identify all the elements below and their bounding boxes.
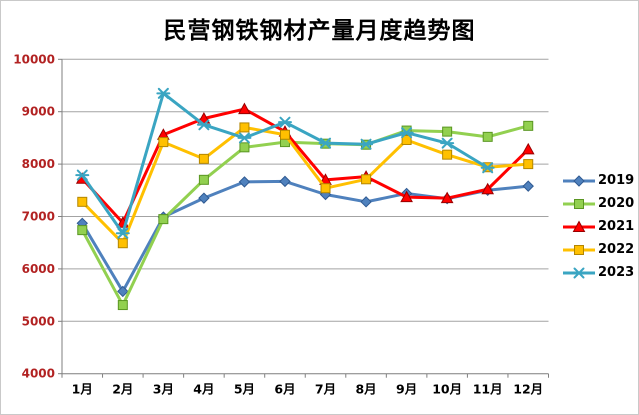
- data-point-2020-12月: [523, 120, 534, 131]
- x-axis-label: 8月: [355, 382, 376, 397]
- legend-swatch-2020: [563, 199, 595, 209]
- legend: 2019 2020 2021 2022 2023: [562, 174, 634, 280]
- legend-label: 2019: [598, 173, 635, 188]
- data-point-2019-6月: [279, 175, 291, 188]
- legend-label: 2020: [598, 196, 635, 211]
- data-point-2022-8月: [361, 174, 372, 185]
- chart-title: 民营钢铁钢材产量月度趋势图: [163, 18, 476, 44]
- data-point-2021-11月: [481, 182, 495, 195]
- data-point-2019-12月: [522, 180, 534, 192]
- x-axis-label: 7月: [315, 382, 336, 397]
- data-point-2022-12月: [523, 159, 534, 170]
- data-point-2021-9月: [400, 190, 413, 203]
- legend-swatch-2023: [563, 267, 595, 279]
- data-point-2019-2月: [117, 285, 129, 298]
- legend-label: 2022: [598, 242, 635, 257]
- data-point-2021-5月: [238, 102, 251, 115]
- data-point-2022-1月: [77, 196, 88, 207]
- data-point-2022-10月: [442, 149, 453, 160]
- legend-item-2021[interactable]: 2021: [562, 220, 634, 234]
- data-point-2021-10月: [440, 191, 454, 204]
- legend-label: 2023: [598, 265, 635, 280]
- data-point-2020-2月: [117, 300, 128, 311]
- y-axis-label: 7000: [22, 210, 55, 224]
- y-axis-label: 10000: [13, 52, 55, 66]
- data-point-2020-1月: [77, 225, 88, 236]
- data-point-2022-6月: [279, 129, 290, 140]
- x-axis-label: 9月: [396, 382, 417, 397]
- x-axis-label: 12月: [513, 382, 543, 397]
- series-line-2023: [80, 91, 490, 235]
- legend-marker-diamond: [573, 175, 585, 187]
- data-point-2021-12月: [521, 142, 535, 155]
- y-axis-label: 8000: [22, 157, 55, 171]
- data-point-2019-8月: [360, 196, 372, 208]
- series-line-2020: [80, 124, 530, 307]
- y-axis-label: 9000: [22, 105, 55, 119]
- legend-swatch-2022: [563, 245, 595, 255]
- data-point-2020-3月: [158, 214, 169, 225]
- legend-marker-square: [574, 199, 584, 209]
- y-axis-label: 5000: [22, 314, 55, 328]
- x-axis-label: 4月: [193, 382, 214, 397]
- legend-marker-triangle: [572, 220, 586, 232]
- data-point-2020-10月: [442, 126, 453, 137]
- series-line-2019: [80, 179, 530, 293]
- data-point-2022-4月: [198, 153, 209, 164]
- data-point-2020-4月: [198, 174, 209, 185]
- legend-swatch-2019: [563, 175, 595, 187]
- data-point-2019-4月: [198, 192, 210, 204]
- x-axis-label: 3月: [153, 382, 174, 397]
- legend-marker-square: [574, 245, 584, 255]
- x-axis-label: 6月: [274, 382, 295, 397]
- data-point-2022-5月: [239, 122, 250, 133]
- x-axis-label: 5月: [234, 382, 255, 397]
- legend-item-2023[interactable]: 2023: [562, 266, 634, 280]
- legend-swatch-2021: [563, 220, 595, 232]
- data-point-2022-3月: [158, 137, 169, 148]
- y-axis-label: 4000: [22, 367, 55, 381]
- legend-item-2022[interactable]: 2022: [562, 243, 634, 257]
- data-point-2020-5月: [239, 142, 250, 153]
- data-point-2022-9月: [401, 134, 412, 145]
- x-axis-label: 1月: [72, 382, 93, 397]
- x-axis-label: 2月: [112, 382, 133, 397]
- x-axis-label: 11月: [473, 382, 503, 397]
- series-line-2021: [80, 107, 530, 225]
- x-axis-label: 10月: [432, 382, 462, 397]
- data-point-2022-2月: [117, 238, 128, 249]
- series-line-2022: [80, 125, 530, 245]
- legend-item-2020[interactable]: 2020: [562, 197, 634, 211]
- y-axis-label: 6000: [22, 262, 55, 276]
- data-point-2022-7月: [320, 183, 331, 194]
- data-point-2020-11月: [482, 131, 493, 142]
- legend-item-2019[interactable]: 2019: [562, 174, 634, 188]
- data-point-2019-5月: [238, 176, 251, 188]
- legend-label: 2021: [598, 219, 635, 234]
